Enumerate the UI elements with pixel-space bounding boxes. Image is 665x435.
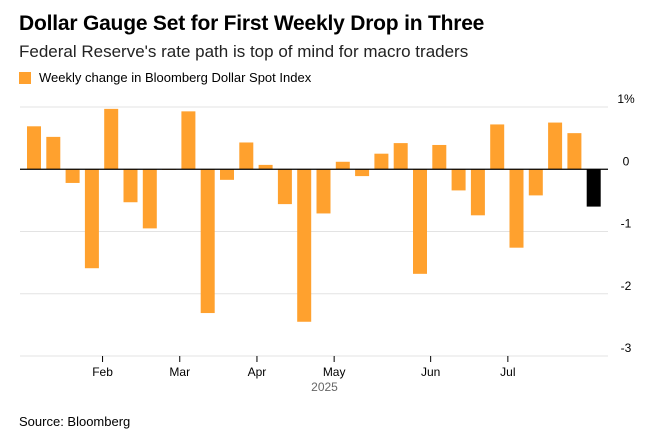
chart-subtitle: Federal Reserve's rate path is top of mi… [19, 42, 469, 61]
y-tick-label: -3 [621, 341, 632, 355]
x-tick-label: May [323, 365, 346, 379]
bar [490, 124, 505, 170]
legend-swatch [19, 71, 31, 84]
x-tick-label: Feb [92, 365, 113, 379]
bar [509, 169, 524, 248]
source-note: Source: Bloomberg [19, 414, 131, 429]
bar [104, 108, 119, 170]
bar [123, 169, 138, 203]
y-tick-label: -1 [621, 217, 632, 231]
x-tick-label: Mar [169, 365, 190, 379]
bar [335, 161, 350, 170]
bar [181, 111, 196, 170]
bar [528, 169, 543, 196]
x-tick-label: Jun [421, 365, 440, 379]
legend-label: Weekly change in Bloomberg Dollar Spot I… [39, 70, 312, 85]
y-tick-label: 0 [623, 154, 630, 168]
bar [374, 153, 389, 170]
bar [470, 169, 485, 216]
bar [413, 169, 427, 274]
bar [142, 169, 157, 229]
bar [393, 143, 408, 170]
bar [548, 122, 563, 170]
legend: Weekly change in Bloomberg Dollar Spot I… [19, 70, 311, 85]
bar [297, 169, 312, 322]
chart-title: Dollar Gauge Set for First Weekly Drop i… [19, 12, 485, 35]
y-tick-label: -2 [621, 279, 632, 293]
bar [432, 144, 447, 170]
bar [65, 169, 80, 183]
bar [316, 169, 331, 214]
x-year-label: 2025 [311, 380, 338, 394]
bar [567, 133, 582, 170]
bar [451, 169, 466, 191]
bar [258, 164, 273, 170]
y-tick-label: 1% [617, 92, 635, 106]
x-tick-label: Jul [500, 365, 515, 379]
bar [84, 169, 99, 269]
bar [220, 169, 234, 180]
x-tick-label: Apr [248, 365, 267, 379]
bar-latest [586, 169, 601, 207]
bar [46, 136, 61, 170]
bar [277, 169, 292, 205]
bar [27, 126, 41, 170]
bar [239, 142, 254, 170]
bar [200, 169, 215, 314]
bar [355, 169, 370, 177]
